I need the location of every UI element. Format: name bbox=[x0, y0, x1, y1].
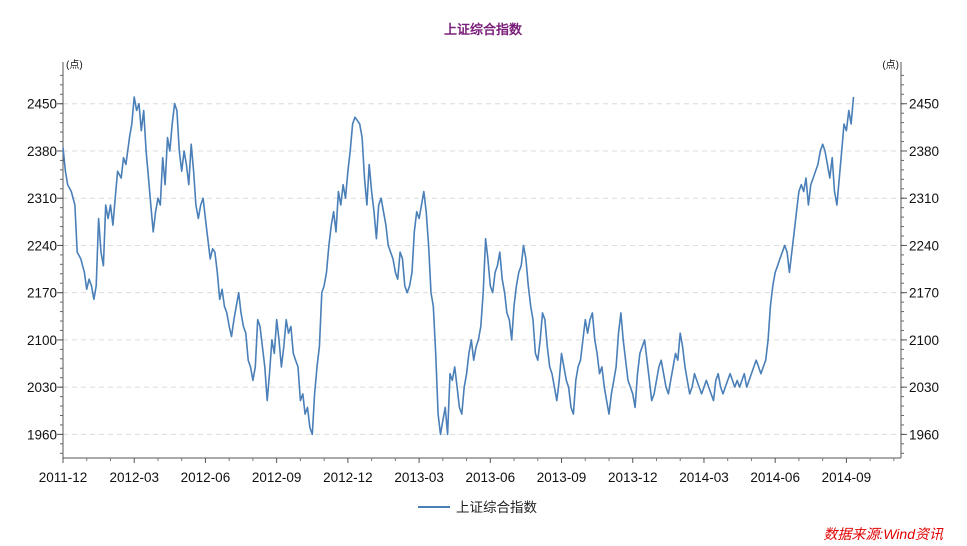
right-y-axis-ticks: 1960 2030 2100 2170 2240 2310 2380 2450 bbox=[901, 97, 939, 442]
right-y-tick-label-2030: 2030 bbox=[909, 380, 939, 395]
source-note: 数据来源:Wind资讯 bbox=[823, 526, 944, 542]
series-line-shanghai-composite bbox=[62, 96, 855, 436]
x-tick-label-2012-03: 2012-03 bbox=[109, 470, 159, 485]
right-y-tick-label-2450: 2450 bbox=[909, 97, 939, 112]
legend-label: 上证综合指数 bbox=[456, 500, 537, 515]
x-tick-label-2013-06: 2013-06 bbox=[466, 470, 516, 485]
x-tick-label-2012-09: 2012-09 bbox=[252, 470, 302, 485]
left-y-tick-label-1960: 1960 bbox=[27, 427, 57, 442]
left-axis-unit: (点) bbox=[66, 59, 83, 71]
right-y-tick-label-1960: 1960 bbox=[909, 427, 939, 442]
left-y-tick-label-2450: 2450 bbox=[27, 97, 57, 112]
left-y-tick-label-2310: 2310 bbox=[27, 191, 57, 206]
axes bbox=[60, 62, 904, 459]
chart-title: 上证综合指数 bbox=[444, 22, 523, 37]
left-y-tick-label-2170: 2170 bbox=[27, 286, 57, 301]
x-tick-label-2013-03: 2013-03 bbox=[394, 470, 444, 485]
legend: 上证综合指数 bbox=[418, 500, 537, 515]
x-tick-label-2012-12: 2012-12 bbox=[323, 470, 373, 485]
x-tick-label-2012-06: 2012-06 bbox=[181, 470, 231, 485]
x-tick-label-2014-09: 2014-09 bbox=[822, 470, 872, 485]
left-y-tick-label-2100: 2100 bbox=[27, 333, 57, 348]
x-tick-label-2014-06: 2014-06 bbox=[750, 470, 800, 485]
right-axis-unit: (点) bbox=[882, 59, 899, 71]
right-y-tick-label-2170: 2170 bbox=[909, 286, 939, 301]
left-y-tick-label-2030: 2030 bbox=[27, 380, 57, 395]
right-y-tick-label-2100: 2100 bbox=[909, 333, 939, 348]
right-y-tick-label-2240: 2240 bbox=[909, 238, 939, 253]
x-tick-label-2013-09: 2013-09 bbox=[537, 470, 587, 485]
left-y-axis-ticks: 1960 2030 2100 2170 2240 2310 2380 2450 bbox=[27, 97, 63, 442]
x-axis-ticks: 2011-12 2012-03 2012-06 2012-09 2012-12 2013-… bbox=[39, 458, 895, 485]
right-y-tick-label-2310: 2310 bbox=[909, 191, 939, 206]
gridlines bbox=[63, 103, 901, 435]
right-y-tick-label-2380: 2380 bbox=[909, 144, 939, 159]
x-tick-label-2011-12: 2011-12 bbox=[39, 470, 88, 485]
x-tick-label-2013-12: 2013-12 bbox=[608, 470, 658, 485]
x-tick-label-2014-03: 2014-03 bbox=[679, 470, 729, 485]
left-y-tick-label-2380: 2380 bbox=[27, 144, 57, 159]
left-y-tick-label-2240: 2240 bbox=[27, 238, 57, 253]
